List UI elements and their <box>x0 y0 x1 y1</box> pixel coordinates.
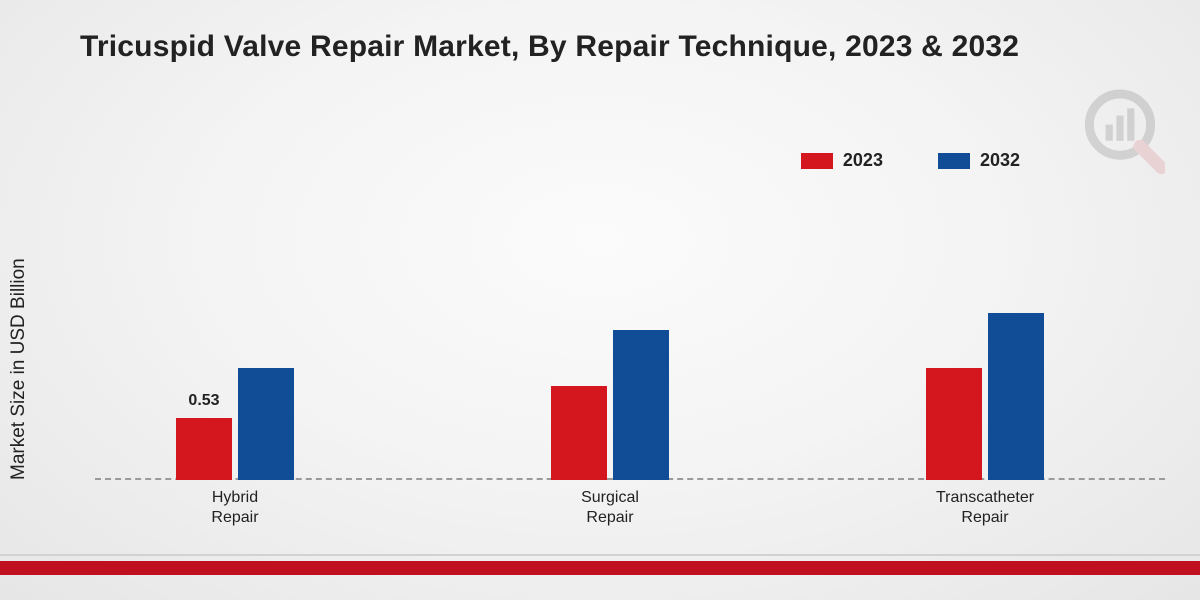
footer-bar <box>0 561 1200 575</box>
bar-group-hybrid: 0.53 <box>135 368 335 480</box>
category-label-line1: Surgical <box>581 489 639 506</box>
category-label-line2: Repair <box>211 509 258 526</box>
legend-item-2023: 2023 <box>801 150 883 171</box>
legend-label-2023: 2023 <box>843 150 883 171</box>
legend-swatch-2032 <box>938 153 970 169</box>
category-label-line1: Transcatheter <box>936 489 1034 506</box>
y-axis-label: Market Size in USD Billion <box>8 258 30 480</box>
chart-frame: Tricuspid Valve Repair Market, By Repair… <box>0 0 1200 600</box>
footer-divider <box>0 554 1200 556</box>
watermark-logo-icon <box>1075 85 1165 175</box>
legend-label-2032: 2032 <box>980 150 1020 171</box>
category-label-line2: Repair <box>961 509 1008 526</box>
bar-transcatheter-2023 <box>926 368 982 480</box>
chart-title: Tricuspid Valve Repair Market, By Repair… <box>80 30 1019 64</box>
category-label-line2: Repair <box>586 509 633 526</box>
legend-item-2032: 2032 <box>938 150 1020 171</box>
bar-transcatheter-2032 <box>988 313 1044 480</box>
bar-group-transcatheter <box>885 313 1085 480</box>
category-label-surgical: Surgical Repair <box>510 488 710 528</box>
legend: 2023 2032 <box>801 150 1020 171</box>
legend-swatch-2023 <box>801 153 833 169</box>
bar-group-surgical <box>510 330 710 480</box>
bar-surgical-2023 <box>551 386 607 480</box>
plot-area: 0.53 Hybrid Repair Surgical Repair Trans… <box>95 190 1165 480</box>
bar-label-hybrid-2023: 0.53 <box>188 392 219 410</box>
bar-surgical-2032 <box>613 330 669 480</box>
category-label-transcatheter: Transcatheter Repair <box>885 488 1085 528</box>
bar-hybrid-2032 <box>238 368 294 480</box>
category-label-line1: Hybrid <box>212 489 258 506</box>
category-label-hybrid: Hybrid Repair <box>135 488 335 528</box>
bar-hybrid-2023: 0.53 <box>176 418 232 480</box>
